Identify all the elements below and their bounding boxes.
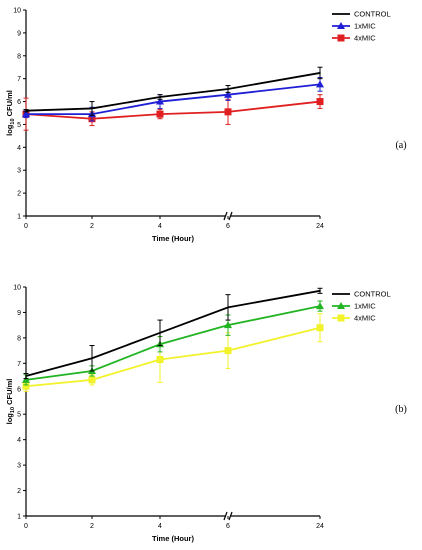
data-point bbox=[156, 97, 164, 105]
data-point bbox=[224, 108, 232, 116]
data-point bbox=[316, 324, 324, 332]
y-tick-label: 8 bbox=[17, 53, 21, 60]
data-point bbox=[316, 98, 324, 106]
x-tick-label: 4 bbox=[158, 223, 162, 230]
x-axis-title: Time (Hour) bbox=[152, 534, 194, 543]
y-tick-label: 2 bbox=[17, 488, 21, 495]
legend: CONTROL 1xMIC 4xMIC bbox=[332, 290, 391, 323]
y-tick-label: 7 bbox=[17, 361, 21, 368]
y-tick-label: 10 bbox=[13, 8, 21, 15]
data-point bbox=[316, 302, 324, 310]
legend: CONTROL 1xMIC 4xMIC bbox=[332, 10, 391, 43]
series-control bbox=[23, 66, 323, 116]
data-point bbox=[156, 110, 164, 118]
legend-label: CONTROL bbox=[354, 290, 391, 299]
axis-break-mark bbox=[223, 511, 228, 521]
data-point bbox=[227, 88, 229, 90]
y-tick-label: 2 bbox=[17, 191, 21, 198]
legend-label: 4xMIC bbox=[354, 314, 376, 323]
legend-label: CONTROL bbox=[354, 10, 391, 19]
data-point bbox=[224, 90, 232, 98]
data-point bbox=[159, 332, 161, 334]
legend-label: 1xMIC bbox=[354, 302, 376, 311]
data-point bbox=[224, 321, 232, 329]
axis-break-mark bbox=[228, 211, 233, 221]
data-point bbox=[22, 110, 30, 118]
panel-label: (a) bbox=[395, 140, 406, 151]
data-point bbox=[88, 376, 96, 384]
data-point bbox=[224, 347, 232, 355]
data-point bbox=[319, 290, 321, 292]
y-tick-label: 3 bbox=[17, 168, 21, 175]
data-point bbox=[25, 109, 27, 112]
y-tick-label: 4 bbox=[17, 145, 21, 152]
y-tick-label: 10 bbox=[13, 285, 21, 292]
series-control bbox=[23, 287, 323, 380]
x-tick-label: 0 bbox=[24, 223, 28, 230]
series-4xmic bbox=[22, 313, 324, 392]
y-axis-title-log: log bbox=[5, 124, 14, 136]
data-point bbox=[156, 356, 164, 364]
y-axis-title-subscript: 10 bbox=[10, 118, 16, 124]
y-tick-label: 1 bbox=[17, 514, 21, 521]
y-tick-label: 1 bbox=[17, 214, 21, 221]
data-point bbox=[316, 80, 324, 88]
y-tick-label: 4 bbox=[17, 437, 21, 444]
x-tick-label: 0 bbox=[24, 523, 28, 530]
series-1xmic bbox=[22, 77, 324, 122]
y-tick-label: 9 bbox=[17, 310, 21, 317]
series-line bbox=[25, 289, 321, 377]
data-point bbox=[227, 306, 229, 309]
legend-marker bbox=[337, 34, 345, 42]
y-tick-label: 9 bbox=[17, 30, 21, 37]
series-line bbox=[25, 100, 321, 120]
x-tick-label: 6 bbox=[226, 223, 230, 230]
x-tick-label: 4 bbox=[158, 523, 162, 530]
axis-break-mark bbox=[228, 511, 233, 521]
x-tick-label: 24 bbox=[316, 223, 324, 230]
x-tick-label: 2 bbox=[90, 523, 94, 530]
legend-marker bbox=[337, 314, 345, 322]
y-axis-title-log: log bbox=[5, 413, 14, 425]
x-axis-title: Time (Hour) bbox=[152, 234, 194, 243]
y-tick-label: 3 bbox=[17, 463, 21, 470]
legend-marker bbox=[337, 302, 345, 309]
axis-break-mark bbox=[223, 211, 228, 221]
x-tick-label: 6 bbox=[226, 523, 230, 530]
y-tick-label: 6 bbox=[17, 99, 21, 106]
series-line bbox=[25, 305, 321, 381]
y-tick-label: 5 bbox=[17, 412, 21, 419]
data-point bbox=[319, 72, 321, 74]
data-point bbox=[91, 357, 93, 360]
data-point bbox=[159, 96, 161, 98]
y-axis-title-unit: CFU/ml bbox=[5, 379, 14, 407]
y-axis-title: log10 CFU/ml bbox=[5, 379, 16, 425]
legend-marker bbox=[337, 22, 345, 29]
panel-label: (b) bbox=[395, 404, 407, 415]
series-line bbox=[25, 326, 321, 388]
data-point bbox=[22, 375, 30, 383]
y-tick-label: 6 bbox=[17, 386, 21, 393]
y-tick-label: 8 bbox=[17, 335, 21, 342]
y-tick-label: 7 bbox=[17, 76, 21, 83]
data-point bbox=[25, 375, 27, 377]
series-line bbox=[25, 72, 321, 112]
series-1xmic bbox=[22, 300, 324, 386]
y-axis-title-subscript: 10 bbox=[10, 407, 16, 413]
x-tick-label: 24 bbox=[316, 523, 324, 530]
data-point bbox=[22, 382, 30, 390]
legend-label: 4xMIC bbox=[354, 34, 376, 43]
x-tick-label: 2 bbox=[90, 223, 94, 230]
y-axis-title: log10 CFU/ml bbox=[5, 90, 16, 136]
legend-label: 1xMIC bbox=[354, 22, 376, 31]
data-point bbox=[91, 107, 93, 110]
y-axis-title-unit: CFU/ml bbox=[5, 90, 14, 118]
y-tick-label: 5 bbox=[17, 122, 21, 129]
